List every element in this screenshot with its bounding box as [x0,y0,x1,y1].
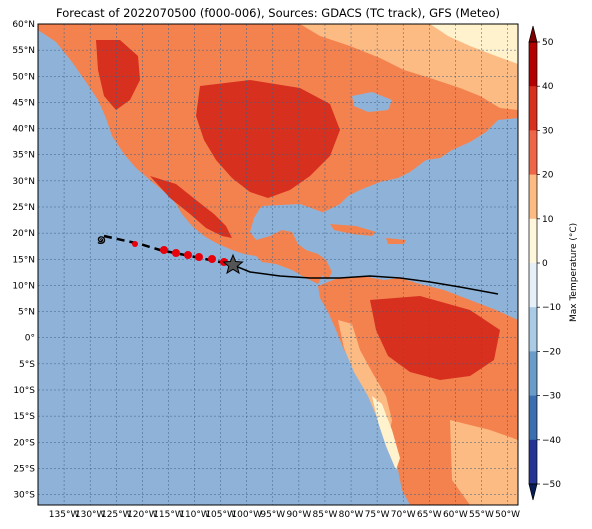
latitude-tick-label: 35°N [12,151,35,161]
gulf-of-mexico [262,204,322,230]
latitude-tick-label: 25°S [13,464,35,474]
star-icon [222,253,244,275]
colorbar-tick-label: 50 [542,38,554,48]
colorbar-swatch [529,174,537,220]
colorbar-tick-label: −20 [542,347,561,357]
longitude-tick-label: 125°W [101,510,132,520]
latitude-tick-label: 0° [25,334,35,344]
amazon-hot-zone [370,296,500,380]
colorbar-tick-label: −40 [542,436,561,446]
storm-position-marker [172,249,180,257]
storm-position-marker [160,246,168,254]
great-lakes [352,92,392,112]
longitude-tick-label: 80°W [339,510,364,520]
arctic-cool-zone [430,24,518,64]
colorbar-tick-label: −10 [542,303,561,313]
colorbar-top-extend [528,25,538,43]
latitude-tick-label: 15°S [13,412,35,422]
longitude-tick-label: 75°W [365,510,390,520]
longitude-axis: 135°W130°W125°W120°W115°W110°W105°W100°W… [49,510,520,520]
storm-position-marker [132,241,138,247]
central-america-land [256,252,322,284]
west-coast-hot-zone [96,40,140,110]
central-us-hot-zone [196,80,340,198]
andes-cool-zone [372,396,400,470]
colorbar-tick-label: 30 [542,126,554,136]
colorbar: 50 40 30 20 10 0 −10 −20 −30 −40 −50 Max Temperatu… [528,25,579,501]
brazil-southeast-mild-zone [450,420,518,505]
colorbar-tick-label: 20 [542,171,554,181]
latitude-tick-label: 5°S [19,360,35,370]
map-title: Forecast of 2022070500 (f000-006), Sourc… [56,6,500,20]
colorbar-swatch [529,86,537,131]
colorbar-swatch [529,351,537,397]
latitude-tick-label: 30°N [12,177,35,187]
colorbar-swatch [529,130,537,176]
storm-track-layer: ๑ [96,229,499,295]
colorbar-swatch [529,218,537,264]
longitude-tick-label: 105°W [205,510,236,520]
past-storm-symbol: ๑ [96,229,107,249]
longitude-tick-label: 70°W [391,510,416,520]
longitude-tick-label: 115°W [153,510,184,520]
colorbar-swatch [529,42,537,87]
latitude-tick-label: 25°N [12,203,35,213]
canada-mild-zone [300,24,518,110]
latitude-tick-label: 20°S [13,438,35,448]
longitude-tick-label: 135°W [49,510,80,520]
colorbar-swatch [529,395,537,441]
latitude-tick-label: 40°N [12,125,35,135]
storm-position-marker [208,255,216,263]
map-panel: ๑ [38,24,518,505]
latitude-tick-label: 20°N [12,229,35,239]
colorbar-tick-label: 40 [542,82,554,92]
storm-position-marker [184,251,192,259]
forecast-track-line [232,264,499,295]
latitude-tick-label: 60°N [12,20,35,30]
map-frame [37,23,519,506]
longitude-tick-label: 90°W [286,510,311,520]
colorbar-tick-label: −30 [542,392,561,402]
colorbar-tick-label: 10 [542,215,554,225]
colorbar-swatch [529,307,537,352]
latitude-axis: 60°N 55°N 50°N 45°N 40°N 35°N 30°N 25°N 20°N 15°N… [12,20,35,501]
longitude-tick-label: 95°W [260,510,285,520]
colorbar-swatch [529,439,537,485]
colorbar-tick-label: −50 [542,480,561,490]
latitude-tick-label: 30°S [13,491,35,501]
longitude-tick-label: 120°W [127,510,158,520]
longitude-tick-label: 50°W [495,510,520,520]
longitude-tick-label: 60°W [443,510,468,520]
colorbar-tick-label: 0 [542,259,548,269]
colorbar-label: Max Temperature (°C) [569,223,579,322]
latitude-tick-label: 50°N [12,72,35,82]
longitude-tick-label: 55°W [469,510,494,520]
longitude-tick-label: 85°W [313,510,338,520]
longitude-tick-label: 110°W [179,510,210,520]
longitude-tick-label: 100°W [231,510,262,520]
latitude-tick-label: 45°N [12,98,35,108]
longitude-tick-label: 130°W [75,510,106,520]
storm-position-marker [195,253,203,261]
colorbar-bottom-extend [528,483,538,501]
latitude-tick-label: 10°N [12,281,35,291]
latitude-tick-label: 10°S [13,386,35,396]
graticule [38,24,518,505]
latitude-tick-label: 55°N [12,46,35,56]
caribbean-islands [330,224,406,244]
latitude-tick-label: 15°N [12,255,35,265]
latitude-tick-label: 5°N [18,308,35,318]
colorbar-swatch [529,263,537,308]
longitude-tick-label: 65°W [417,510,442,520]
